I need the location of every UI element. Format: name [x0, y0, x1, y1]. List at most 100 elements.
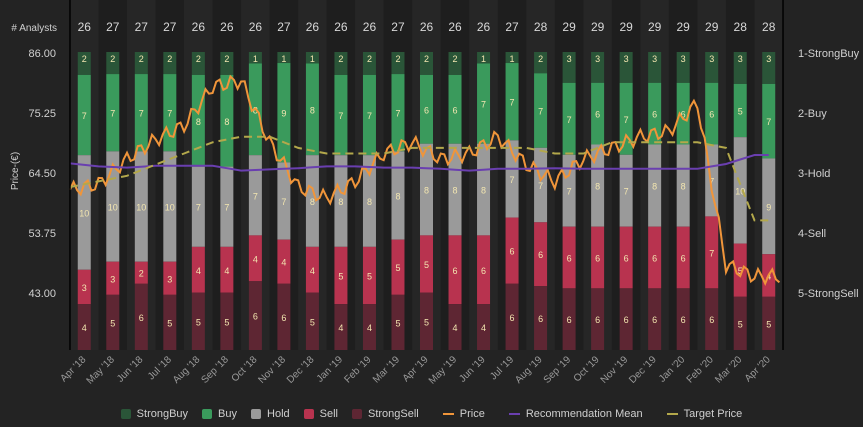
- bar-value-label: 7: [709, 176, 714, 186]
- bar-value-label: 2: [395, 54, 400, 64]
- bar-segment-sell: [163, 261, 177, 295]
- legend-item-target-price[interactable]: Target Price: [666, 404, 743, 424]
- x-tick-label: Sep '19: [542, 354, 574, 386]
- bar-segment-strongsell: [420, 292, 433, 350]
- legend-item-price[interactable]: Price: [442, 404, 485, 424]
- bar-segment-strongsell: [305, 292, 319, 350]
- x-tick-label: Aug '18: [171, 354, 203, 386]
- legend-swatch: [442, 413, 454, 415]
- bar-segment-hold: [676, 144, 690, 227]
- bar-segment-strongsell: [248, 281, 262, 350]
- bar-segment-hold: [619, 154, 633, 227]
- legend-item-recommendation-mean[interactable]: Recommendation Mean: [508, 404, 643, 424]
- x-tick-label: Jan '20: [657, 354, 688, 385]
- bar-value-label: 7: [110, 109, 115, 119]
- bar-segment-sell: [562, 226, 576, 289]
- bar-value-label: 2: [424, 54, 429, 64]
- bar-value-label: 3: [595, 54, 600, 64]
- bar-value-label: 4: [281, 258, 286, 268]
- bar-value-label: 5: [110, 318, 115, 328]
- bar-segment-strongbuy: [106, 52, 120, 75]
- bar-value-label: 6: [595, 254, 600, 264]
- x-tick-label: Feb '20: [685, 354, 716, 385]
- legend-item-strongsell[interactable]: StrongSell: [351, 404, 419, 424]
- x-tick-label: Mar '19: [371, 354, 402, 385]
- bar-value-label: 6: [567, 315, 572, 325]
- bar-value-label: 5: [224, 317, 229, 327]
- bar-segment-strongbuy: [163, 52, 177, 75]
- bar-segment-buy: [134, 74, 148, 152]
- x-tick-label: Nov '19: [599, 354, 631, 386]
- bar-value-label: 6: [681, 315, 686, 325]
- legend-label: Hold: [267, 408, 290, 420]
- line-price: [69, 74, 781, 286]
- bar-value-label: 8: [481, 186, 486, 196]
- bar-value-label: 10: [136, 203, 146, 213]
- bar-segment-strongsell: [362, 304, 376, 350]
- bar-segment-buy: [762, 83, 776, 159]
- bar-segment-strongsell: [334, 304, 348, 350]
- bar-value-label: 3: [624, 54, 629, 64]
- bar-segment-strongsell: [448, 304, 462, 350]
- bar-value-label: 6: [681, 110, 686, 120]
- bar-value-label: 3: [681, 54, 686, 64]
- bar-value-label: 5: [395, 263, 400, 273]
- bar-segment-strongbuy: [477, 52, 491, 64]
- bar-value-label: 6: [538, 250, 543, 260]
- bar-segment-strongbuy: [562, 52, 576, 83]
- y-right-tick-label: 5-StrongSell: [798, 288, 859, 300]
- legend-item-hold[interactable]: Hold: [251, 404, 290, 424]
- bar-value-label: 3: [652, 54, 657, 64]
- bar-segment-strongsell: [477, 304, 491, 350]
- bar-segment-strongbuy: [762, 52, 776, 84]
- bar-segment-buy: [77, 74, 91, 156]
- bar-segment-hold: [305, 155, 319, 247]
- bar-segment-strongsell: [562, 288, 576, 350]
- bar-segment-buy: [562, 82, 576, 155]
- bar-value-label: 4: [481, 323, 486, 333]
- x-tick-label: Oct '18: [230, 354, 260, 384]
- analysts-count: 29: [591, 20, 605, 34]
- analysts-count: 26: [249, 20, 263, 34]
- bar-value-label: 4: [310, 266, 315, 276]
- legend-item-sell[interactable]: Sell: [303, 404, 338, 424]
- bar-segment-buy: [305, 63, 319, 156]
- analysts-count: 27: [277, 20, 291, 34]
- bar-value-label: 2: [82, 54, 87, 64]
- analysts-count: 26: [420, 20, 434, 34]
- bars-layer: 2710342710352710262710352874528745187461…: [70, 0, 783, 350]
- legend-label: Recommendation Mean: [525, 408, 643, 420]
- bar-value-label: 4: [338, 323, 343, 333]
- bar-segment-buy: [534, 73, 548, 148]
- bar-value-label: 5: [367, 272, 372, 282]
- bar-segment-sell: [334, 246, 348, 305]
- bar-segment-strongsell: [762, 296, 776, 350]
- analyst-chart: 2710342710352710262710352874528745187461…: [10, 0, 860, 387]
- bar-value-label: 9: [281, 109, 286, 119]
- bar-value-label: 6: [453, 266, 458, 276]
- bar-value-label: 7: [338, 111, 343, 121]
- bar-value-label: 7: [510, 98, 515, 108]
- bar-segment-sell: [420, 235, 433, 293]
- bar-segment-strongbuy: [277, 52, 291, 64]
- legend-label: Target Price: [683, 408, 743, 420]
- x-tick-label: Oct '19: [572, 354, 602, 384]
- legend-swatch: [120, 409, 131, 419]
- bar-value-label: 2: [196, 54, 201, 64]
- bar-segment-buy: [420, 74, 433, 144]
- bar-value-label: 5: [395, 318, 400, 328]
- bar-segment-sell: [676, 226, 690, 289]
- chart-legend: StrongBuy Buy Hold Sell StrongSell Price Recom…: [0, 404, 863, 424]
- legend-item-strongbuy[interactable]: StrongBuy: [120, 404, 188, 424]
- bar-value-label: 3: [766, 54, 771, 64]
- bar-value-label: 7: [82, 111, 87, 121]
- bar-value-label: 3: [110, 274, 115, 284]
- legend-item-buy[interactable]: Buy: [202, 404, 237, 424]
- bar-value-label: 8: [595, 182, 600, 192]
- bar-segment-strongsell: [391, 294, 405, 350]
- y-tick-label: 64.50: [28, 168, 56, 180]
- bar-segment-strongbuy: [191, 52, 205, 75]
- bar-value-label: 2: [224, 54, 229, 64]
- bar-segment-strongbuy: [448, 52, 462, 75]
- bar-segment-buy: [106, 74, 120, 152]
